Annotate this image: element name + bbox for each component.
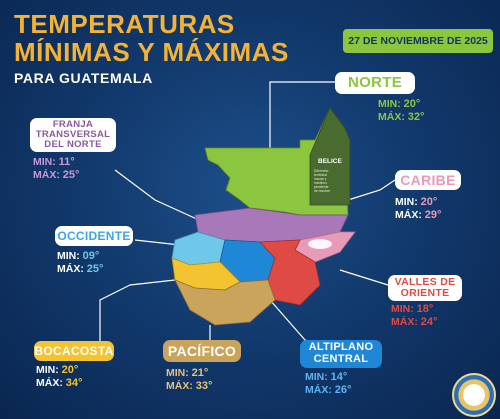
pacifico-max: 33° — [195, 380, 213, 392]
region-belice — [309, 107, 351, 206]
norte-max: 32° — [407, 111, 425, 123]
belice-note-line-5: pendiente — [314, 185, 329, 189]
connector-bocacosta — [99, 279, 176, 345]
norte-min: 20° — [403, 98, 421, 110]
altiplano-min-label: MIN: — [305, 371, 328, 383]
bocacosta-temps: MIN: 20° MÁX: 34° — [36, 364, 82, 390]
bocacosta-max: 34° — [65, 377, 83, 389]
pacifico-min-label: MIN: — [166, 367, 189, 379]
valles-temps: MIN: 18° MÁX: 24° — [391, 303, 437, 329]
valles-min-label: MIN: — [391, 303, 414, 315]
occidente-max-label: MÁX: — [57, 263, 84, 275]
pacifico-max-label: MÁX: — [166, 380, 193, 392]
belice-note: Diferendo territorial insular y marítimo… — [314, 169, 331, 193]
caribe-max: 29° — [424, 209, 442, 221]
altiplano-label: ALTIPLANO CENTRAL — [300, 340, 382, 368]
norte-label: NORTE — [335, 72, 415, 94]
valles-min: 18° — [416, 303, 434, 315]
connector-franja — [114, 169, 211, 226]
caribe-temps: MIN: 20° MÁX: 29° — [395, 196, 441, 222]
belice-label: BELICE — [318, 158, 343, 165]
franja-label: FRANJA TRANSVERSAL DEL NORTE — [30, 118, 116, 152]
belice-note-line-1: Diferendo — [314, 169, 328, 173]
connector-altiplano — [269, 299, 319, 346]
lake-izabal — [308, 239, 332, 249]
belice-note-line-2: territorial — [314, 173, 327, 177]
title-line-2: MÍNIMAS Y MÁXIMAS — [14, 37, 289, 67]
caribe-label: CARIBE — [395, 170, 461, 190]
altiplano-max: 26° — [334, 384, 352, 396]
bocacosta-min-label: MIN: — [36, 364, 59, 376]
franja-min: 11° — [58, 156, 75, 168]
bocacosta-max-label: MÁX: — [36, 377, 63, 389]
valles-max-label: MÁX: — [391, 316, 418, 328]
bocacosta-label: BOCACOSTA — [34, 341, 114, 361]
connector-occidente — [134, 239, 181, 246]
altiplano-min: 14° — [330, 371, 348, 383]
franja-temps: MIN: 11° MÁX: 25° — [33, 156, 79, 182]
altiplano-temps: MIN: 14° MÁX: 26° — [305, 371, 351, 397]
connector-norte — [269, 81, 335, 150]
region-pacifico — [174, 279, 276, 326]
occidente-temps: MIN: 09° MÁX: 25° — [57, 250, 103, 276]
belice-note-line-6: de resolver — [314, 189, 331, 193]
franja-max: 25° — [62, 169, 80, 181]
region-valles — [259, 239, 321, 306]
caribe-min: 20° — [420, 196, 438, 208]
connector-valles — [339, 269, 389, 286]
belice-note-line-4: marítimo — [314, 181, 327, 185]
occidente-min: 09° — [82, 250, 100, 262]
norte-temps: MIN: 20° MÁX: 32° — [378, 98, 424, 124]
valles-max: 24° — [420, 316, 438, 328]
subtitle: PARA GUATEMALA — [14, 70, 153, 86]
date-badge: 27 DE NOVIEMBRE DE 2025 — [343, 29, 493, 53]
belice-note-line-3: insular y — [314, 177, 327, 181]
valles-label: VALLES DE ORIENTE — [388, 275, 462, 301]
franja-min-label: MIN: — [33, 156, 56, 168]
caribe-max-label: MÁX: — [395, 209, 422, 221]
insivumeh-seal-logo — [452, 373, 496, 417]
norte-min-label: MIN: — [378, 98, 401, 110]
occidente-label: OCCIDENTE — [55, 226, 133, 246]
bocacosta-min: 20° — [61, 364, 79, 376]
altiplano-max-label: MÁX: — [305, 384, 332, 396]
norte-max-label: MÁX: — [378, 111, 405, 123]
connector-caribe — [347, 179, 396, 201]
occidente-min-label: MIN: — [57, 250, 80, 262]
franja-max-label: MÁX: — [33, 169, 60, 181]
title-block: TEMPERATURAS MÍNIMAS Y MÁXIMAS PARA GUAT… — [14, 10, 289, 86]
pacifico-label: PACÍFICO — [163, 340, 241, 362]
pacifico-min: 21° — [191, 367, 209, 379]
caribe-min-label: MIN: — [395, 196, 418, 208]
title-line-1: TEMPERATURAS — [14, 9, 235, 39]
pacifico-temps: MIN: 21° MÁX: 33° — [166, 367, 212, 393]
occidente-max: 25° — [86, 263, 104, 275]
